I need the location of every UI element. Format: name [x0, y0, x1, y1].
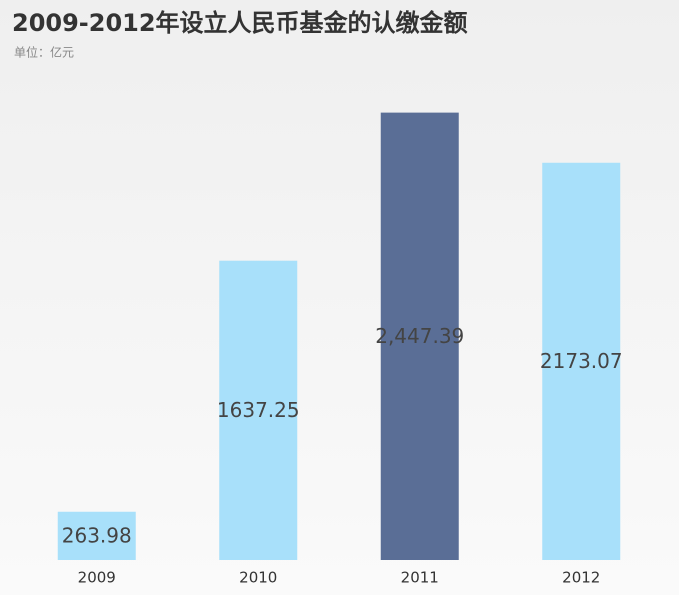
- value-label: 1637.25: [217, 398, 300, 422]
- x-tick-label: 2012: [562, 569, 600, 587]
- value-label: 2,447.39: [375, 324, 464, 348]
- x-tick-label: 2011: [401, 569, 439, 587]
- x-tick-label: 2009: [78, 569, 116, 587]
- bar: [57, 511, 136, 560]
- x-tick-label: 2010: [239, 569, 277, 587]
- value-label: 2173.07: [540, 349, 623, 373]
- value-label: 263.98: [62, 523, 132, 547]
- chart-subtitle: 单位：亿元: [14, 45, 74, 60]
- chart-title: 2009-2012年设立人民币基金的认缴金额: [12, 9, 468, 37]
- bar: [219, 260, 298, 560]
- bar: [380, 112, 459, 560]
- bar: [542, 162, 621, 560]
